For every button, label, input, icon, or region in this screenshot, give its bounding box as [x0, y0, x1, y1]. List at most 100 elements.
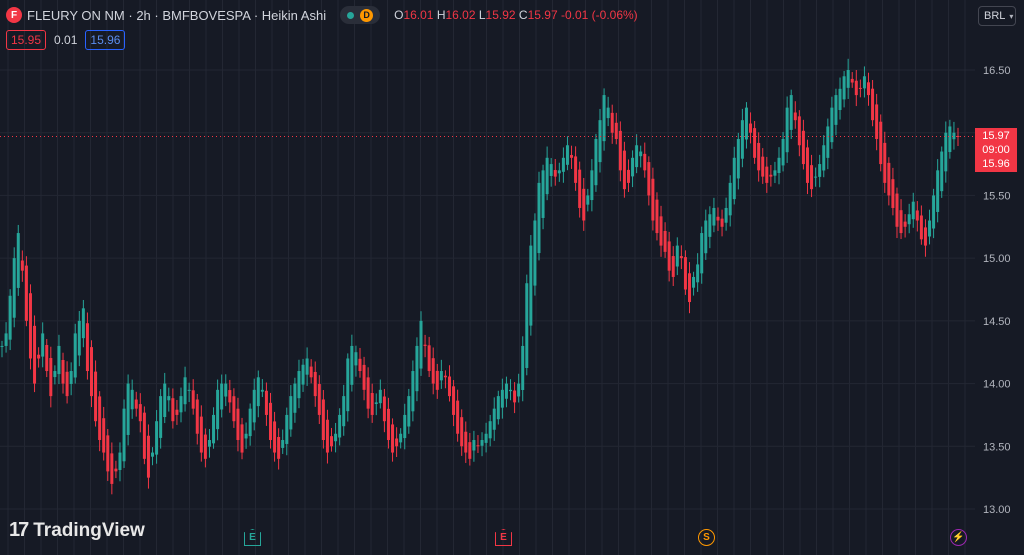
candle-body: [452, 386, 456, 415]
candle-body: [4, 333, 8, 346]
candle-body: [12, 258, 16, 318]
candle-body: [130, 389, 134, 410]
candle-body: [757, 142, 761, 171]
candle-body: [338, 414, 342, 438]
candle-body: [423, 344, 427, 346]
candle-body: [159, 396, 163, 438]
candle-body: [822, 145, 826, 171]
candle-body: [366, 377, 370, 409]
candle-body: [411, 371, 415, 412]
candle-body: [285, 414, 289, 444]
candle-body: [549, 164, 553, 176]
candle-body: [167, 396, 171, 401]
candle-body: [419, 320, 423, 369]
candle-body: [761, 156, 765, 177]
candle-body: [574, 156, 578, 183]
earnings-event-icon[interactable]: E: [244, 529, 261, 546]
candle-body: [187, 389, 191, 391]
candle-body: [53, 371, 57, 378]
price-axis[interactable]: 13.00 13.50 14.00 14.50 15.00 15.50 16.50: [983, 65, 1011, 516]
candle-body: [891, 179, 895, 208]
candle-body: [797, 116, 801, 146]
candle-body: [260, 389, 264, 392]
candle-body: [541, 170, 545, 218]
candle-body: [639, 151, 643, 157]
candle-body: [773, 170, 777, 176]
candle-body: [350, 345, 354, 385]
candle-body: [73, 333, 77, 378]
candle-body: [207, 440, 211, 447]
candle-body: [403, 414, 407, 439]
candle-body: [504, 383, 508, 399]
candle-body: [49, 358, 53, 397]
candle-body: [313, 371, 317, 397]
candle-body: [826, 126, 830, 158]
candle-body: [61, 359, 65, 384]
candle-body: [488, 421, 492, 439]
candle-body: [789, 95, 793, 130]
candle-body: [89, 347, 93, 397]
candle-body: [146, 435, 150, 478]
candle-body: [464, 431, 468, 453]
sell-price-button[interactable]: 15.95: [6, 30, 47, 50]
candle-body: [431, 358, 435, 384]
candle-body: [712, 207, 716, 226]
candle-body: [602, 95, 606, 142]
candle-body: [382, 396, 386, 422]
market-status-pill[interactable]: D: [340, 6, 381, 24]
candle-body: [675, 245, 679, 267]
lightning-event-icon[interactable]: ⚡: [950, 529, 967, 546]
candle-body: [110, 453, 114, 484]
candle-body: [236, 408, 240, 441]
candle-body: [529, 245, 533, 326]
market-open-dot-icon: [347, 11, 355, 19]
candle-body: [879, 121, 883, 165]
candle-body: [590, 170, 594, 201]
candle-body: [793, 112, 797, 121]
candle-body: [244, 433, 248, 439]
candle-body: [614, 122, 618, 139]
candle-body: [928, 220, 932, 237]
candle-body: [20, 260, 24, 271]
candle-body: [509, 389, 513, 392]
horizontal-gridlines: [0, 69, 975, 510]
tradingview-logo[interactable]: 17 TradingView: [9, 519, 145, 542]
candle-body: [525, 283, 529, 368]
candle-body: [899, 210, 903, 234]
chevron-down-icon: ▾: [1009, 11, 1014, 21]
candle-body: [57, 345, 61, 375]
candle-body: [309, 366, 313, 378]
candle-body: [28, 293, 32, 359]
candle-body: [610, 112, 614, 133]
y-tick-label: 14.00: [983, 379, 1011, 391]
candle-body: [142, 412, 146, 459]
candle-body: [358, 358, 362, 372]
candle-body: [765, 166, 769, 183]
candle-body: [45, 344, 49, 372]
close-value: 15.97: [527, 8, 558, 22]
earnings-event-icon[interactable]: E: [495, 529, 512, 546]
candle-body: [582, 188, 586, 221]
candle-body: [77, 320, 81, 356]
candle-body: [622, 150, 626, 190]
symbol-legend[interactable]: F FLEURY ON NM · 2h · BMFBOVESPA · Heiki…: [6, 6, 638, 24]
candles: [0, 58, 960, 495]
candle-body: [565, 145, 569, 165]
candle-body: [33, 325, 37, 384]
candle-body: [834, 95, 838, 125]
candle-body: [439, 371, 443, 381]
candle-body: [720, 218, 724, 227]
split-event-icon[interactable]: S: [698, 529, 715, 546]
candle-body: [240, 424, 244, 453]
candle-body: [24, 265, 28, 321]
candle-body: [98, 396, 102, 441]
symbol-title[interactable]: FLEURY ON NM · 2h · BMFBOVESPA · Heikin …: [27, 7, 327, 23]
candle-body: [561, 157, 565, 172]
currency-selector[interactable]: BRL ▾: [978, 6, 1016, 26]
candle-body: [85, 323, 89, 372]
candle-body: [553, 170, 557, 177]
candle-body: [386, 408, 390, 441]
buy-price-button[interactable]: 15.96: [85, 30, 126, 50]
